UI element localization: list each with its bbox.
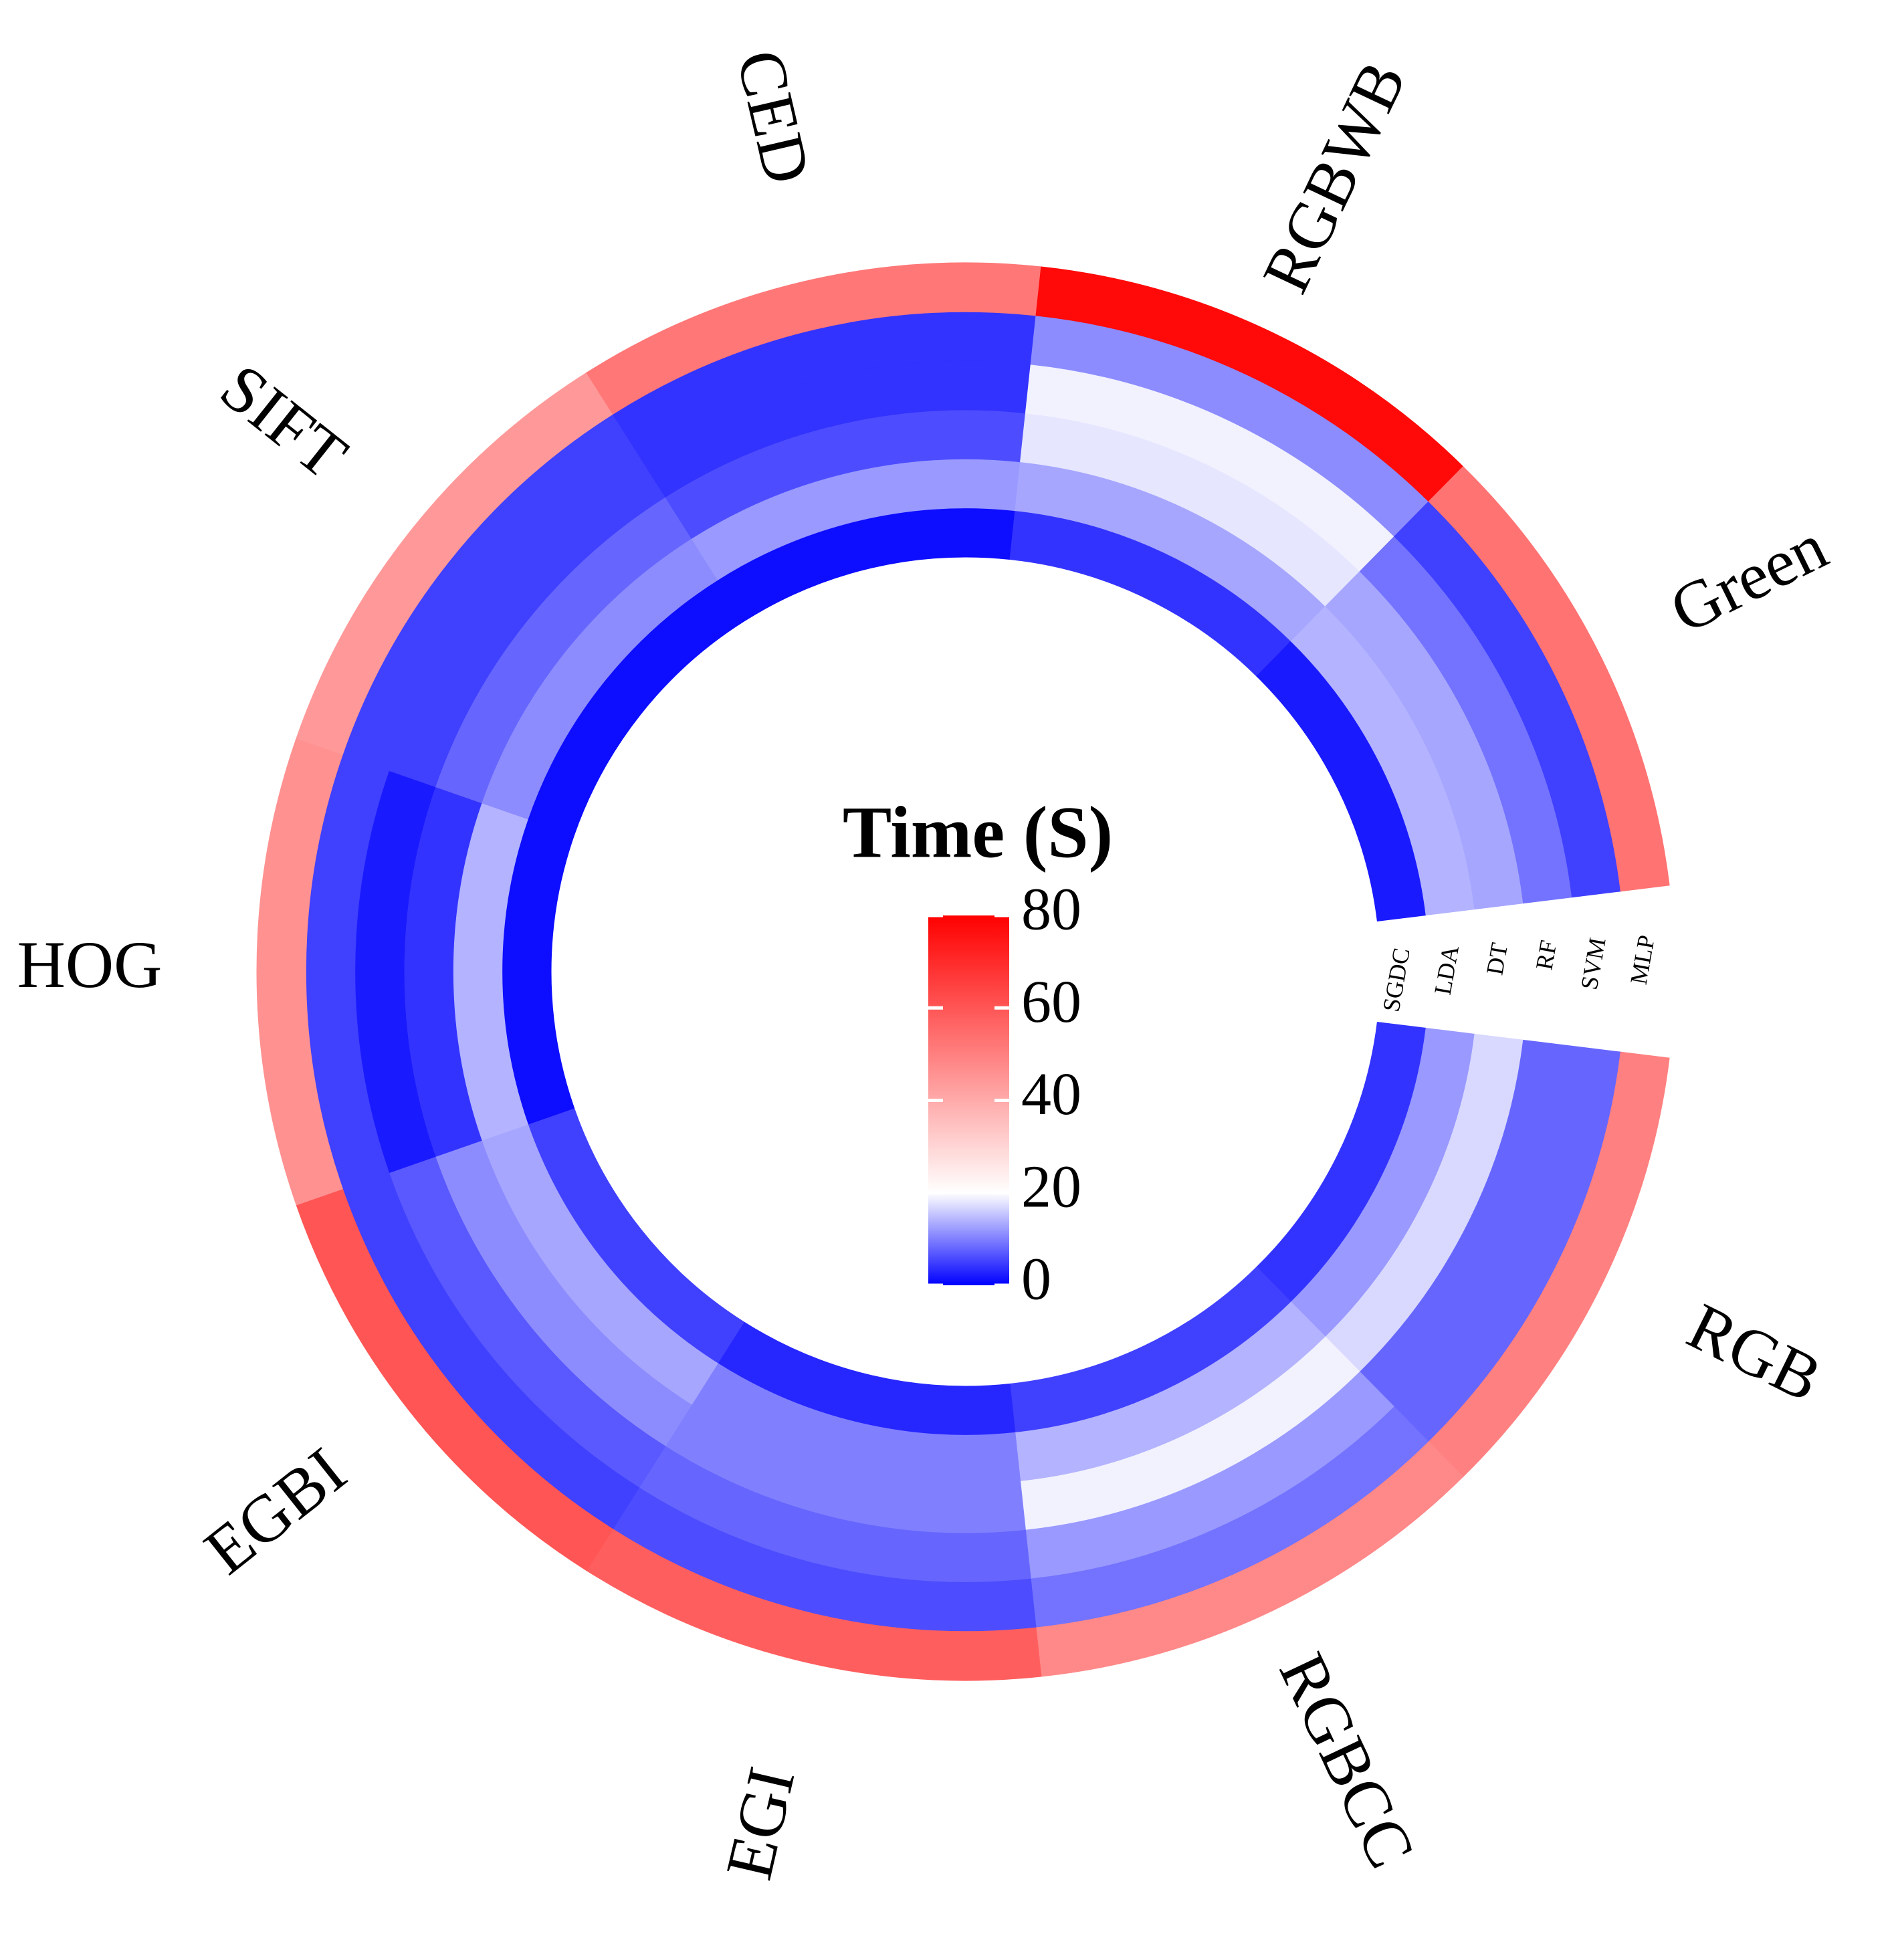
colorbar-tick-label: 0 bbox=[1021, 1246, 1051, 1313]
colorbar-tick-label: 40 bbox=[1021, 1061, 1081, 1127]
sector-label: CED bbox=[722, 43, 825, 191]
ring-label: RF bbox=[1530, 938, 1562, 972]
ring-label: SVM bbox=[1576, 936, 1611, 992]
sector-label: EGI bbox=[712, 1761, 809, 1886]
legend-title: Time (S) bbox=[843, 791, 1113, 873]
sector-label: RGB bbox=[1677, 1289, 1833, 1416]
sector-label: RGBCC bbox=[1265, 1642, 1429, 1879]
ring-label: LDA bbox=[1429, 944, 1464, 997]
ring-label: SGDC bbox=[1378, 946, 1415, 1014]
colorbar-tick-label: 60 bbox=[1021, 969, 1081, 1035]
colorbar-tick-label: 20 bbox=[1021, 1154, 1081, 1220]
sector-label: Green bbox=[1659, 509, 1838, 648]
sector-label: HOG bbox=[17, 928, 163, 1002]
ring-label: MLP bbox=[1625, 933, 1660, 986]
sector-label: EGBI bbox=[191, 1433, 360, 1588]
ring-label: DT bbox=[1481, 941, 1513, 977]
heat-cell bbox=[1428, 465, 1670, 892]
sector-label: RGBWB bbox=[1248, 50, 1420, 304]
sector-label: SIFT bbox=[207, 350, 361, 494]
colorbar-tick-label: 80 bbox=[1021, 877, 1081, 943]
